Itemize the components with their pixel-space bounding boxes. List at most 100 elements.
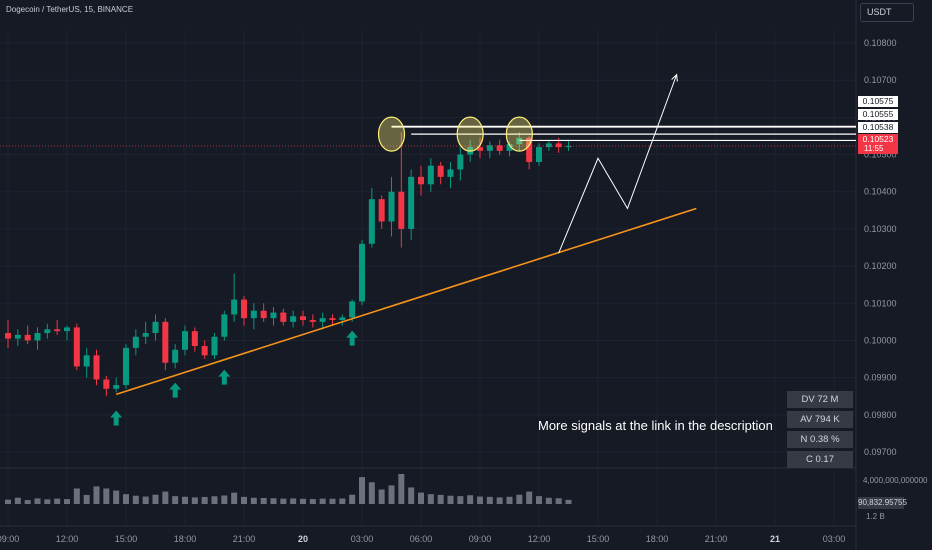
highlight-circle — [505, 116, 533, 152]
volume-bar — [83, 494, 90, 504]
candle-body — [545, 143, 552, 148]
volume-bar — [545, 497, 552, 504]
volume-bar — [300, 498, 306, 504]
volume-current-tag: 90,832.95755 — [858, 497, 907, 509]
candle-body — [378, 199, 385, 222]
candle-body — [123, 347, 129, 386]
stat-dv: DV 72 M — [787, 391, 853, 408]
highlight-circle — [456, 116, 484, 152]
support-trendline — [115, 207, 697, 396]
stat-av: AV 794 K — [787, 411, 853, 428]
volume-bar — [152, 494, 159, 504]
candles — [5, 132, 572, 397]
candle-body — [447, 169, 454, 177]
time-tick-label: 09:00 — [0, 534, 19, 544]
volume-bar — [339, 498, 346, 504]
candle-body — [457, 154, 464, 170]
candle-body — [437, 165, 444, 177]
volume-bar — [418, 492, 424, 504]
candle-body — [54, 329, 61, 332]
candle-body — [221, 314, 228, 337]
candle-body — [113, 385, 120, 389]
volume-bar — [467, 495, 474, 504]
price-tick-label: 0.10300 — [864, 224, 897, 234]
candle-body — [300, 316, 306, 320]
candle-body — [191, 331, 198, 347]
time-tick-label: 18:00 — [174, 534, 197, 544]
up-arrow — [169, 382, 182, 398]
candle-body — [290, 316, 297, 322]
candle-body — [555, 143, 562, 148]
volume-bar — [93, 486, 100, 504]
volume-bar — [260, 498, 267, 504]
volume-bar — [44, 499, 51, 504]
candle-body — [44, 329, 51, 334]
grid — [0, 0, 857, 550]
volume-bar — [113, 490, 120, 504]
projection-arrowhead — [671, 73, 678, 82]
up-arrow — [110, 410, 123, 426]
volume-bar — [486, 496, 493, 504]
price-tick-label: 0.10800 — [864, 38, 897, 48]
candle-body — [309, 320, 316, 322]
volume-bar — [359, 477, 365, 504]
candle-body — [93, 355, 100, 380]
time-tick-label: 09:00 — [469, 534, 492, 544]
price-tick-label: 0.10200 — [864, 261, 897, 271]
time-tick-label: 21 — [770, 534, 780, 544]
volume-bar — [132, 495, 139, 504]
volume-bar — [103, 488, 110, 504]
highlight-circle — [377, 116, 406, 152]
price-tick-label: 0.10400 — [864, 187, 897, 197]
candle-body — [14, 334, 21, 339]
candle-body — [359, 243, 365, 302]
volume-bar — [142, 496, 149, 504]
candle-body — [5, 333, 11, 339]
volume-bar — [477, 496, 483, 504]
volume-bar — [319, 498, 326, 504]
candle-body — [142, 333, 149, 337]
candle-body — [408, 176, 415, 229]
volume-bar — [123, 494, 129, 504]
candle-body — [172, 349, 179, 363]
price-tick-label: 0.10500 — [864, 150, 897, 160]
volume-bar — [526, 491, 533, 504]
candle-body — [103, 379, 110, 389]
currency-select[interactable]: USDT — [860, 3, 914, 22]
volume-bar — [309, 499, 316, 504]
time-tick-label: 06:00 — [410, 534, 433, 544]
volume-bar — [231, 492, 238, 504]
candle-body — [536, 147, 542, 162]
volume-bar — [14, 497, 21, 504]
symbol-title: Dogecoin / TetherUS, 15, BINANCE — [6, 5, 134, 14]
candle-body — [280, 312, 287, 322]
volume-bar — [54, 498, 61, 504]
volume-bar — [555, 498, 562, 504]
time-tick-label: 15:00 — [115, 534, 138, 544]
volume-bar — [64, 499, 70, 504]
candle-body — [418, 176, 424, 185]
candle-body — [211, 336, 218, 356]
volume-bar — [329, 498, 336, 504]
projection-path — [558, 74, 678, 254]
time-axis[interactable]: 09:00 12:00 15:00 18:00 21:00 20 03:00 06:00 09:… — [0, 534, 845, 544]
volume-bar — [280, 498, 287, 504]
volume-bar — [447, 495, 454, 504]
price-tick-label: 0.09900 — [864, 373, 897, 383]
candle-body — [526, 137, 533, 162]
up-arrow — [346, 330, 359, 346]
volume-bars — [5, 474, 572, 504]
volume-bar — [349, 494, 356, 504]
price-tag-level-3: 0.10538 — [858, 122, 898, 133]
volume-bar — [378, 489, 385, 504]
stat-n: N 0.38 % — [787, 431, 853, 448]
volume-bar — [398, 474, 405, 504]
time-tick-label: 12:00 — [528, 534, 551, 544]
time-tick-label: 03:00 — [351, 534, 374, 544]
volume-bar — [437, 494, 444, 504]
volume-bar — [211, 496, 218, 504]
time-tick-label: 21:00 — [233, 534, 256, 544]
signal-caption: More signals at the link in the descript… — [538, 418, 773, 433]
volume-bar — [565, 499, 572, 504]
